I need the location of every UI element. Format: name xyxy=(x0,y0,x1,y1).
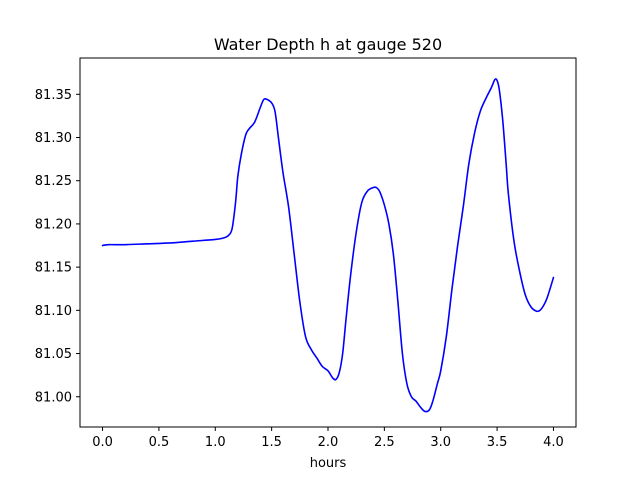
x-tick-label: 2.0 xyxy=(318,435,339,450)
axis-layer: 0.0 0.5 1.0 1.5 2.0 2.5 3.0 3.5 4.0 81.00 81.05 81.… xyxy=(35,88,564,450)
chart-title: Water Depth h at gauge 520 xyxy=(214,35,442,54)
y-tick-label: 81.00 xyxy=(35,390,72,405)
x-tick-label: 0.0 xyxy=(92,435,113,450)
y-tick-label: 81.20 xyxy=(35,217,72,232)
plot-frame xyxy=(79,57,577,428)
y-tick-label: 81.15 xyxy=(35,261,72,276)
x-tick-label: 1.5 xyxy=(261,435,282,450)
x-axis-label: hours xyxy=(310,456,347,471)
y-tick-label: 81.35 xyxy=(35,88,72,103)
x-tick-label: 3.5 xyxy=(487,435,508,450)
y-tick-label: 81.30 xyxy=(35,131,72,146)
x-tick-label: 4.0 xyxy=(543,435,564,450)
series-line-0 xyxy=(101,78,555,413)
x-tick-label: 1.0 xyxy=(205,435,226,450)
y-tick-label: 81.05 xyxy=(35,347,72,362)
x-tick-label: 2.5 xyxy=(374,435,395,450)
plot-data-layer xyxy=(101,78,555,413)
y-tick-label: 81.10 xyxy=(35,304,72,319)
y-tick-label: 81.25 xyxy=(35,174,72,189)
x-tick-label: 0.5 xyxy=(149,435,170,450)
x-tick-label: 3.0 xyxy=(430,435,451,450)
